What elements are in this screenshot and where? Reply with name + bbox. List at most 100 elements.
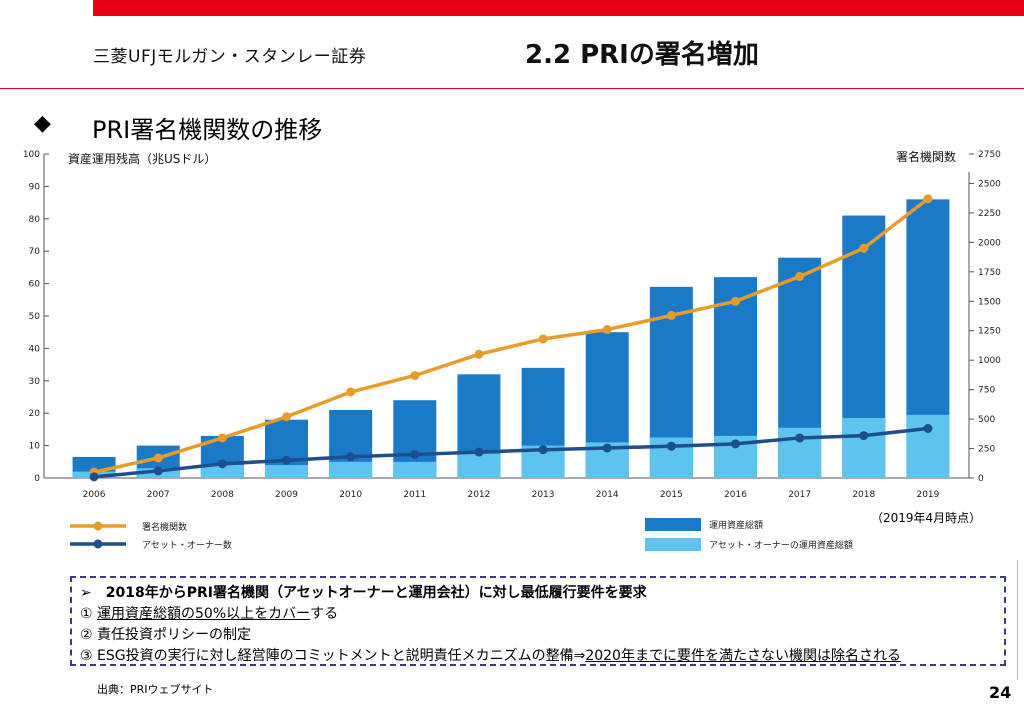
right-tick-label: 2250 <box>978 209 1001 219</box>
legend-signatories-marker <box>93 521 103 531</box>
section-heading: PRI署名機関数の推移 <box>92 116 323 144</box>
signatory-point <box>602 325 612 335</box>
requirement-2: ② 責任投資ポリシーの制定 <box>80 627 252 643</box>
pri-chart: 0102030405060708090100025050075010001250… <box>23 149 1001 551</box>
asset-owner-point <box>666 441 676 451</box>
requirements-headline: ➢ 2018年からPRI署名機関（アセットオーナーと運用会社）に対し最低履行要件… <box>80 585 647 601</box>
date-note: （2019年4月時点） <box>871 511 982 525</box>
signatory-point <box>346 387 356 397</box>
bar-asset-owner-aum <box>329 461 373 478</box>
right-edge-line <box>1017 560 1018 680</box>
signatory-point <box>538 334 548 344</box>
left-tick-label: 70 <box>29 247 41 257</box>
requirement-1-suffix: する <box>310 606 339 622</box>
requirement-1-underlined: 運用資産総額の50%以上をカバー <box>97 606 311 622</box>
asset-owner-point <box>538 445 548 455</box>
x-tick-label: 2012 <box>467 490 490 500</box>
asset-owner-point <box>795 433 805 443</box>
source-citation: 出典：PRIウェブサイト <box>97 683 214 696</box>
asset-owner-point <box>282 455 291 465</box>
page-number: 24 <box>989 683 1012 702</box>
requirement-3-underlined: 2020年までに要件を満たさない機関は除名される <box>585 648 901 664</box>
right-axis-label: 署名機関数 <box>896 149 956 164</box>
requirement-1: ① 運用資産総額の50%以上をカバーする <box>80 603 338 623</box>
signatory-point <box>666 310 676 320</box>
asset-owner-point <box>217 459 227 469</box>
bar-asset-owner-aum <box>842 418 886 478</box>
right-tick-label: 1750 <box>978 268 1001 278</box>
top-red-bar <box>93 0 1024 16</box>
bar-asset-owner-aum <box>457 453 501 478</box>
asset-owner-point <box>410 449 420 459</box>
left-tick-label: 60 <box>29 280 41 290</box>
left-tick-label: 30 <box>29 377 41 387</box>
legend-total-aum-label: 運用資産総額 <box>709 519 763 531</box>
asset-owner-point <box>346 452 356 462</box>
bar-asset-owner-aum <box>393 461 437 478</box>
left-tick-label: 90 <box>29 182 41 192</box>
legend-signatories-label: 署名機関数 <box>142 521 187 533</box>
requirement-3-prefix: ③ ESG投資の実行に対し経営陣のコミットメントと説明責任メカニズムの整備⇒ <box>80 648 586 664</box>
left-tick-label: 80 <box>29 215 41 225</box>
requirement-3: ③ ESG投資の実行に対し経営陣のコミットメントと説明責任メカニズムの整備⇒20… <box>80 645 901 665</box>
asset-owner-point <box>474 447 484 457</box>
asset-owner-point <box>602 443 612 453</box>
signatory-point <box>153 453 163 463</box>
signatory-point <box>410 370 420 380</box>
right-tick-label: 2000 <box>978 238 1001 248</box>
left-tick-label: 20 <box>29 409 41 419</box>
left-tick-label: 50 <box>29 312 41 322</box>
x-tick-label: 2014 <box>596 490 619 500</box>
right-tick-label: 500 <box>978 415 995 425</box>
signatory-point <box>474 349 484 359</box>
header-divider <box>0 88 1024 89</box>
right-tick-label: 1250 <box>978 327 1001 337</box>
legend-asset-owners-label: アセット・オーナー数 <box>142 539 232 551</box>
signatory-line <box>93 197 929 474</box>
left-tick-label: 100 <box>23 150 40 160</box>
signatory-point <box>217 433 227 443</box>
left-tick-label: 10 <box>29 442 41 452</box>
bar-asset-owner-aum <box>265 465 308 478</box>
x-tick-label: 2007 <box>147 490 170 500</box>
x-tick-label: 2018 <box>852 490 875 500</box>
legend-total-aum-swatch <box>645 518 701 531</box>
signatory-point <box>282 412 291 422</box>
right-tick-label: 2750 <box>978 150 1001 160</box>
bar-asset-owner-aum <box>200 465 244 478</box>
signatory-point <box>859 243 869 253</box>
x-tick-label: 2009 <box>275 490 298 500</box>
right-tick-label: 250 <box>978 445 995 455</box>
right-tick-label: 0 <box>978 474 984 484</box>
x-tick-label: 2015 <box>660 490 683 500</box>
requirement-1-prefix: ① <box>80 606 98 622</box>
x-tick-label: 2013 <box>532 490 555 500</box>
right-tick-label: 2500 <box>978 179 1001 189</box>
left-tick-label: 0 <box>34 474 40 484</box>
signatory-point <box>795 272 805 282</box>
signatory-point <box>923 194 933 204</box>
asset-owner-point <box>923 424 933 434</box>
asset-owner-line <box>93 426 929 479</box>
asset-owner-point <box>89 472 99 482</box>
left-axis-label: 資産運用残高（兆USドル） <box>68 151 216 166</box>
x-tick-label: 2017 <box>788 490 811 500</box>
right-tick-label: 750 <box>978 386 995 396</box>
signatory-point <box>731 296 740 306</box>
asset-owner-point <box>731 439 740 449</box>
requirements-box <box>70 576 1006 666</box>
right-tick-label: 1500 <box>978 297 1001 307</box>
x-tick-label: 2011 <box>403 490 426 500</box>
right-tick-label: 1000 <box>978 356 1001 366</box>
legend-asset-owner-aum-label: アセット・オーナーの運用資産総額 <box>709 539 853 551</box>
x-tick-label: 2006 <box>83 490 106 500</box>
x-tick-label: 2019 <box>916 490 939 500</box>
legend-asset-owners-marker <box>93 539 103 549</box>
left-tick-label: 40 <box>29 344 41 354</box>
page-title: 2.2 PRIの署名増加 <box>525 40 759 70</box>
x-tick-label: 2016 <box>724 490 747 500</box>
legend-asset-owner-aum-swatch <box>645 538 701 551</box>
diamond-bullet-icon: ◆ <box>34 111 51 136</box>
asset-owner-point <box>153 466 163 476</box>
x-tick-label: 2008 <box>211 490 234 500</box>
